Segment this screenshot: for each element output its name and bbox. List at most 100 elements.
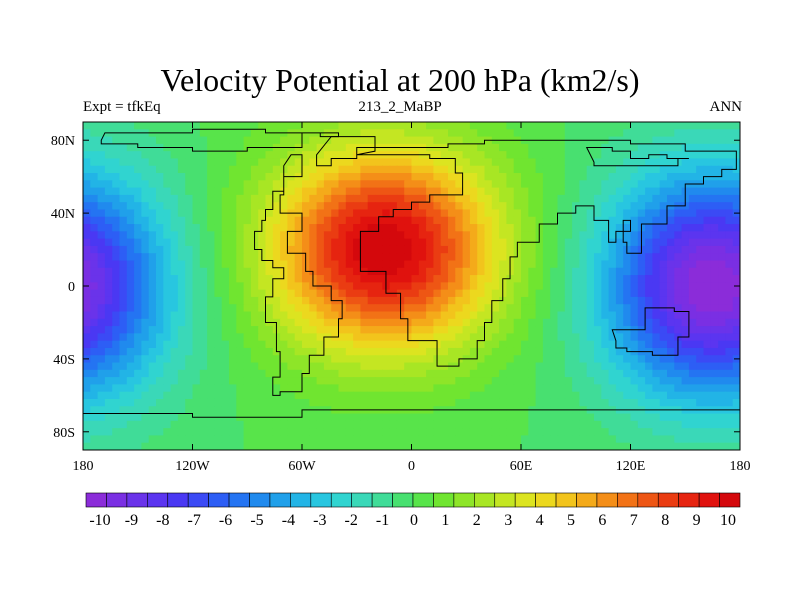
field-cell bbox=[491, 362, 500, 371]
field-cell bbox=[608, 428, 617, 437]
field-cell bbox=[469, 158, 478, 167]
field-cell bbox=[440, 289, 449, 298]
field-cell bbox=[243, 318, 252, 327]
field-cell bbox=[645, 143, 653, 152]
field-cell bbox=[83, 224, 91, 232]
field-cell bbox=[448, 318, 456, 327]
field-cell bbox=[396, 158, 405, 167]
field-cell bbox=[652, 428, 661, 437]
field-cell bbox=[667, 435, 675, 444]
field-cell bbox=[484, 275, 493, 283]
field-cell bbox=[141, 253, 150, 262]
field-cell bbox=[659, 296, 668, 305]
field-cell bbox=[594, 347, 602, 356]
field-cell bbox=[338, 391, 347, 400]
field-cell bbox=[732, 129, 740, 138]
colorbar-swatch bbox=[187, 492, 209, 508]
field-cell bbox=[323, 238, 332, 247]
field-cell bbox=[119, 209, 128, 218]
field-cell bbox=[667, 296, 675, 305]
field-cell bbox=[360, 231, 369, 240]
field-cell bbox=[572, 311, 580, 320]
field-cell bbox=[375, 391, 383, 400]
field-cell bbox=[426, 173, 434, 181]
field-cell bbox=[703, 377, 712, 385]
field-cell bbox=[455, 216, 464, 225]
field-cell bbox=[659, 187, 668, 196]
field-cell bbox=[506, 194, 515, 203]
field-cell bbox=[126, 304, 135, 313]
field-cell bbox=[199, 282, 208, 291]
field-cell bbox=[236, 267, 245, 276]
field-cell bbox=[229, 216, 237, 225]
field-cell bbox=[148, 180, 157, 189]
field-cell bbox=[199, 311, 208, 320]
field-cell bbox=[163, 260, 172, 269]
field-cell bbox=[323, 216, 332, 225]
field-cell bbox=[199, 136, 208, 145]
field-cell bbox=[134, 304, 142, 313]
field-cell bbox=[623, 165, 632, 174]
field-cell bbox=[608, 245, 617, 254]
field-cell bbox=[586, 231, 595, 240]
field-cell bbox=[440, 173, 449, 181]
field-cell bbox=[112, 347, 121, 356]
field-cell bbox=[564, 275, 573, 283]
field-cell bbox=[367, 340, 376, 349]
field-cell bbox=[448, 333, 456, 342]
field-cell bbox=[601, 158, 610, 167]
field-cell bbox=[521, 180, 529, 189]
field-cell bbox=[572, 216, 580, 225]
field-cell bbox=[375, 253, 383, 262]
field-cell bbox=[367, 238, 376, 247]
field-cell bbox=[229, 428, 237, 437]
field-cell bbox=[141, 158, 150, 167]
field-cell bbox=[469, 187, 478, 196]
field-cell bbox=[433, 326, 442, 334]
field-cell bbox=[674, 391, 683, 400]
field-cell bbox=[667, 442, 675, 450]
field-cell bbox=[243, 428, 252, 437]
field-cell bbox=[90, 202, 99, 211]
field-cell bbox=[710, 231, 719, 240]
field-cell bbox=[177, 224, 186, 232]
field-cell bbox=[134, 369, 142, 378]
field-cell bbox=[667, 260, 675, 269]
field-cell bbox=[177, 194, 186, 203]
field-cell bbox=[83, 369, 91, 378]
field-cell bbox=[440, 245, 449, 254]
field-cell bbox=[433, 398, 442, 407]
field-cell bbox=[506, 180, 515, 189]
field-cell bbox=[513, 384, 522, 393]
field-cell bbox=[462, 296, 471, 305]
field-cell bbox=[170, 158, 179, 167]
field-cell bbox=[601, 384, 610, 393]
field-cell bbox=[396, 282, 405, 291]
field-cell bbox=[615, 347, 624, 356]
field-cell bbox=[112, 391, 121, 400]
field-cell bbox=[272, 209, 281, 218]
field-cell bbox=[338, 158, 347, 167]
field-cell bbox=[396, 398, 405, 407]
field-cell bbox=[265, 398, 274, 407]
field-cell bbox=[170, 413, 179, 422]
field-cell bbox=[119, 333, 128, 342]
field-cell bbox=[564, 391, 573, 400]
colorbar-swatch bbox=[453, 492, 475, 508]
field-cell bbox=[338, 340, 347, 349]
field-cell bbox=[192, 384, 201, 393]
field-cell bbox=[426, 398, 434, 407]
field-cell bbox=[353, 122, 361, 130]
field-cell bbox=[601, 333, 610, 342]
field-cell bbox=[389, 158, 398, 167]
field-cell bbox=[572, 275, 580, 283]
field-cell bbox=[367, 194, 376, 203]
field-cell bbox=[331, 245, 340, 254]
field-cell bbox=[90, 143, 99, 152]
field-cell bbox=[177, 245, 186, 254]
field-cell bbox=[207, 311, 215, 320]
field-cell bbox=[448, 238, 456, 247]
field-cell bbox=[119, 122, 128, 130]
field-cell bbox=[499, 151, 507, 160]
field-cell bbox=[353, 413, 361, 422]
